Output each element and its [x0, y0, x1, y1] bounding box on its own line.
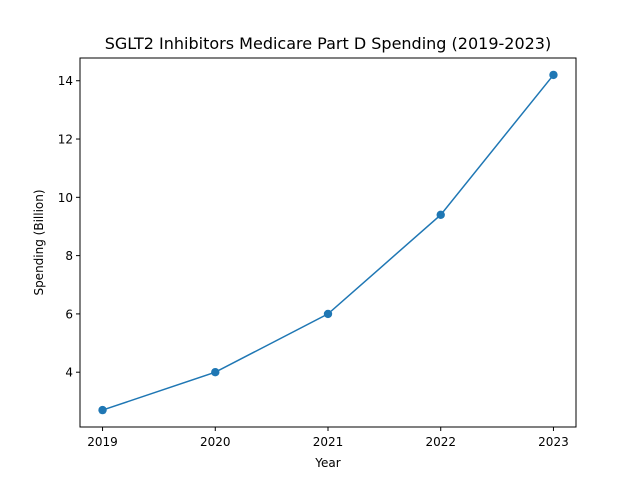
y-tick-label: 6 — [65, 307, 73, 321]
data-point — [436, 210, 445, 220]
y-axis: 4 6 8 10 12 14 — [58, 74, 80, 380]
data-point — [98, 405, 107, 415]
plot-frame — [79, 57, 577, 428]
y-tick-label: 8 — [65, 249, 73, 263]
x-tick-label: 2023 — [538, 435, 569, 449]
data-point — [323, 309, 333, 319]
series-group — [98, 70, 558, 415]
x-axis-label: Year — [314, 456, 340, 470]
y-tick-label: 12 — [58, 133, 73, 147]
y-tick-label: 14 — [58, 74, 73, 88]
y-axis-label: Spending (Billion) — [32, 189, 46, 295]
chart-title: SGLT2 Inhibitors Medicare Part D Spendin… — [105, 34, 551, 53]
y-tick-label: 10 — [58, 191, 73, 205]
x-tick-label: 2022 — [425, 435, 456, 449]
x-tick-label: 2020 — [200, 435, 231, 449]
y-tick-label: 4 — [65, 366, 73, 380]
data-point — [549, 70, 558, 80]
x-tick-label: 2019 — [87, 435, 118, 449]
x-tick-label: 2021 — [313, 435, 344, 449]
x-axis: 2019 2020 2021 2022 2023 — [87, 427, 569, 449]
data-point — [211, 368, 220, 377]
series-line — [102, 74, 555, 411]
